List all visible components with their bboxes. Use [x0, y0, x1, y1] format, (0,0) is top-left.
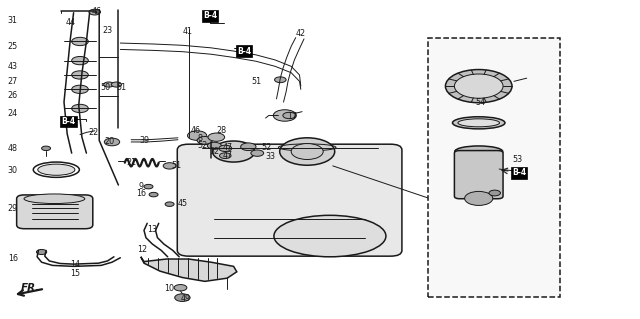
- Text: 33: 33: [266, 152, 276, 161]
- Circle shape: [219, 145, 232, 152]
- Circle shape: [188, 131, 207, 140]
- Circle shape: [72, 85, 88, 93]
- Circle shape: [89, 9, 100, 15]
- Text: 49: 49: [180, 294, 191, 303]
- Text: 27: 27: [8, 77, 18, 86]
- Text: 22: 22: [88, 128, 99, 137]
- Text: 16: 16: [136, 189, 146, 198]
- Circle shape: [489, 190, 500, 196]
- Text: 23: 23: [102, 26, 113, 35]
- Text: 25: 25: [8, 42, 18, 51]
- Text: B-4: B-4: [237, 47, 251, 56]
- Circle shape: [165, 202, 174, 206]
- Text: 12: 12: [137, 245, 147, 254]
- Text: 16: 16: [8, 254, 18, 263]
- Circle shape: [454, 74, 503, 98]
- Ellipse shape: [458, 119, 500, 127]
- Text: 41: 41: [182, 27, 193, 36]
- Text: 28: 28: [216, 126, 227, 135]
- Ellipse shape: [452, 117, 505, 129]
- Text: 47: 47: [223, 143, 233, 152]
- Circle shape: [197, 137, 212, 144]
- Text: 26: 26: [8, 91, 18, 100]
- Text: 44: 44: [65, 18, 76, 27]
- Bar: [428, 38, 560, 297]
- Text: 47: 47: [223, 151, 233, 160]
- Text: 52: 52: [261, 143, 271, 152]
- Circle shape: [251, 150, 264, 156]
- Circle shape: [163, 163, 176, 169]
- Text: 29: 29: [8, 204, 18, 213]
- Polygon shape: [141, 257, 237, 281]
- Circle shape: [283, 112, 296, 119]
- FancyBboxPatch shape: [177, 144, 402, 256]
- Text: 51: 51: [116, 83, 127, 92]
- Text: 51: 51: [172, 161, 182, 170]
- Text: 24: 24: [8, 109, 18, 118]
- Circle shape: [36, 249, 47, 255]
- Circle shape: [104, 138, 120, 146]
- Text: 30: 30: [8, 166, 18, 174]
- Circle shape: [149, 192, 158, 197]
- Text: 9: 9: [139, 182, 144, 191]
- Text: 51: 51: [251, 77, 261, 86]
- Text: B-4: B-4: [512, 168, 526, 177]
- Circle shape: [280, 138, 335, 165]
- Text: 54: 54: [475, 98, 485, 107]
- Text: 20: 20: [104, 137, 115, 146]
- Text: 13: 13: [147, 225, 157, 234]
- Circle shape: [72, 104, 88, 113]
- Text: 42: 42: [296, 29, 306, 38]
- Text: 21: 21: [127, 158, 137, 167]
- Text: B-4: B-4: [61, 117, 76, 126]
- Circle shape: [275, 77, 286, 83]
- Text: 53: 53: [512, 155, 522, 164]
- Text: 39: 39: [140, 136, 150, 145]
- Text: 45: 45: [178, 199, 188, 208]
- Ellipse shape: [38, 164, 75, 175]
- Circle shape: [220, 153, 231, 159]
- Circle shape: [174, 285, 187, 291]
- Text: 31: 31: [8, 16, 18, 25]
- Text: 50: 50: [100, 83, 111, 92]
- Text: 52: 52: [197, 141, 207, 150]
- Text: 32: 32: [210, 147, 220, 156]
- FancyBboxPatch shape: [454, 151, 503, 199]
- Text: 48: 48: [8, 144, 18, 153]
- Text: 8: 8: [197, 134, 202, 143]
- Text: 10: 10: [164, 284, 174, 293]
- Text: 43: 43: [8, 63, 18, 71]
- Text: 46: 46: [92, 7, 102, 16]
- Circle shape: [104, 82, 114, 87]
- Text: 17: 17: [287, 112, 297, 121]
- Circle shape: [291, 144, 323, 160]
- Circle shape: [212, 141, 255, 162]
- Circle shape: [42, 146, 51, 151]
- Circle shape: [144, 184, 153, 189]
- Ellipse shape: [24, 194, 85, 204]
- Circle shape: [72, 71, 88, 79]
- Text: FR.: FR.: [21, 283, 40, 293]
- Ellipse shape: [274, 215, 386, 257]
- Circle shape: [72, 37, 88, 46]
- Circle shape: [72, 56, 88, 65]
- Text: 15: 15: [70, 269, 81, 278]
- Circle shape: [465, 191, 493, 205]
- Circle shape: [241, 143, 256, 151]
- Text: 46: 46: [191, 126, 201, 135]
- FancyBboxPatch shape: [17, 195, 93, 229]
- Text: B-4: B-4: [203, 11, 217, 20]
- Ellipse shape: [455, 146, 503, 157]
- Circle shape: [208, 133, 225, 141]
- Circle shape: [207, 142, 221, 149]
- Circle shape: [273, 110, 296, 121]
- Circle shape: [111, 82, 122, 87]
- Text: 14: 14: [70, 260, 81, 269]
- Circle shape: [175, 294, 190, 301]
- Circle shape: [445, 70, 512, 103]
